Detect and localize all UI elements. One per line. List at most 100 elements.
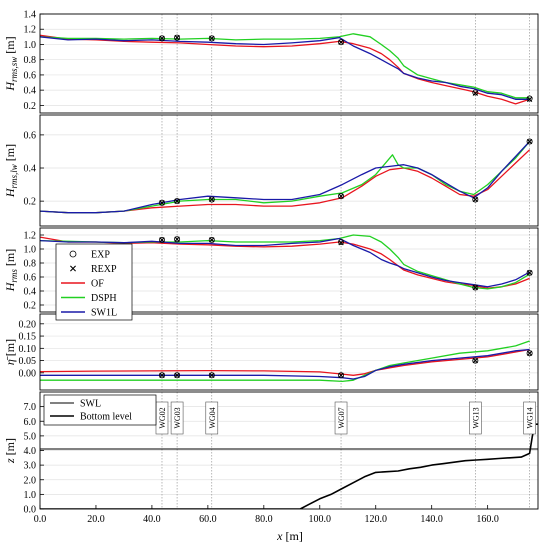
y-axis-label-sub: rms,sw <box>9 57 19 82</box>
y-axis-label: z [m] <box>3 438 17 464</box>
panel-frame <box>39 114 539 227</box>
legend-top: EXP REXP OF DSPH SW1L <box>55 243 133 321</box>
gauge-label-box <box>170 401 184 435</box>
legend-label-sw1l: SW1L <box>91 308 117 319</box>
gauge-label-box <box>205 401 219 435</box>
y-tick-label: 5.0 <box>24 431 37 442</box>
rexp-point <box>159 237 165 243</box>
y-tick-label: 4.0 <box>24 446 37 457</box>
rexp-point <box>338 39 344 45</box>
exp-point <box>472 196 479 203</box>
plot-area <box>40 138 533 214</box>
y-axis-label-unit: [m] <box>3 36 17 56</box>
series-line-of <box>40 236 530 289</box>
y-axis-label-main: H <box>3 187 17 198</box>
y-axis-label-unit: [m] <box>3 339 17 359</box>
rexp-point <box>159 200 165 206</box>
rexp-point <box>526 270 533 276</box>
x-tick-label: 40.0 <box>143 514 161 525</box>
gauge-label: WG13 <box>471 407 480 428</box>
y-tick-label: 3.0 <box>24 461 37 472</box>
rexp-point <box>338 372 344 378</box>
y-tick-label: 1.0 <box>24 245 37 256</box>
plot-area <box>40 340 533 383</box>
y-tick-label: 0.4 <box>24 287 37 298</box>
series-line-bottom-level <box>40 423 538 509</box>
rexp-point <box>174 236 180 242</box>
rexp-point <box>174 198 180 204</box>
legend-label-exp: EXP <box>91 250 110 261</box>
y-axis-label: η̄ [m] <box>3 339 17 365</box>
panel-frame <box>39 313 539 391</box>
gauge-label: WG02 <box>158 407 167 428</box>
gauge-label-box <box>334 401 348 435</box>
y-tick-label: 0.10 <box>19 344 37 355</box>
legend-label-dsph: DSPH <box>91 293 117 304</box>
gauge-label: WG07 <box>337 407 346 428</box>
y-axis-label-main: H <box>3 281 17 292</box>
exp-point <box>158 199 165 206</box>
rexp-point <box>209 372 215 378</box>
y-axis-label-main: z <box>3 458 17 464</box>
gauge-label-box <box>523 401 536 435</box>
rexp-point <box>338 240 344 246</box>
exp-point <box>174 34 181 41</box>
exp-point <box>174 236 181 243</box>
y-tick-label: 0.05 <box>19 356 37 367</box>
gauge-label-box <box>469 401 482 435</box>
panel-hrms_lw: 0.2 0.4 0.6 Hrms,lw [m] <box>3 114 539 227</box>
legend-rexp-marker <box>70 265 76 272</box>
series-line-of <box>40 34 530 105</box>
y-tick-label: 0.6 <box>24 70 37 81</box>
y-axis-label: Hrms,sw [m] <box>3 36 19 91</box>
panel-hrms_sw: 0.2 0.4 0.6 0.8 1.0 1.2 1.4 Hrms,sw [m] <box>3 10 539 114</box>
gauge-label: WG14 <box>526 407 535 428</box>
legend-label-bottom-level: Bottom level <box>80 412 132 423</box>
exp-point <box>208 196 215 203</box>
exp-point <box>472 89 479 96</box>
y-axis-label-unit: [m] <box>3 438 17 458</box>
plot-area <box>40 234 533 291</box>
rexp-point <box>338 193 344 199</box>
panel-hrms: 0.2 0.4 0.6 0.8 1.0 1.2 Hrms [m] <box>3 227 539 313</box>
exp-point <box>526 350 533 357</box>
y-tick-label: 0.6 <box>24 130 37 141</box>
series-line-sw1l <box>40 348 530 380</box>
y-tick-label: 6.0 <box>24 417 37 428</box>
y-tick-label: 1.2 <box>24 25 37 36</box>
series-line-of <box>40 348 530 376</box>
plot-area <box>40 33 533 105</box>
plot-area <box>40 423 538 509</box>
y-tick-label: 1.0 <box>24 40 37 51</box>
panel-bathymetry: 0.0 1.0 2.0 3.0 4.0 5.0 6.0 7.0 z [m] WG02 WG03 WG0… <box>3 391 539 516</box>
exp-point <box>208 236 215 243</box>
rexp-point <box>526 138 533 145</box>
series-line-sw1l <box>40 36 530 100</box>
y-tick-label: 1.4 <box>24 10 37 21</box>
x-tick-label: 20.0 <box>87 514 105 525</box>
exp-point <box>472 284 479 291</box>
y-tick-label: 0.00 <box>19 368 37 379</box>
rexp-point <box>472 196 479 203</box>
legend-top-box <box>55 243 133 321</box>
exp-point <box>174 372 181 379</box>
x-tick-label: 100.0 <box>309 514 332 525</box>
rexp-point <box>209 35 215 42</box>
exp-point <box>338 238 345 245</box>
legend-label-of: OF <box>91 279 104 290</box>
y-tick-label: 0.6 <box>24 273 37 284</box>
y-tick-label: 1.2 <box>24 231 37 242</box>
rexp-point <box>526 350 533 356</box>
exp-point <box>338 39 345 46</box>
y-axis-label-unit: [m] <box>3 144 17 164</box>
y-tick-label: 0.15 <box>19 332 37 343</box>
legend-exp-marker <box>69 250 77 258</box>
series-line-dsph <box>40 141 531 214</box>
y-axis-label-unit: [m] <box>3 249 17 269</box>
exp-point <box>208 35 215 42</box>
y-axis-label-sub: rms <box>9 269 19 283</box>
y-tick-label: 2.0 <box>24 475 37 486</box>
x-tick-label: 140.0 <box>420 514 443 525</box>
y-tick-label: 0.0 <box>24 505 37 516</box>
